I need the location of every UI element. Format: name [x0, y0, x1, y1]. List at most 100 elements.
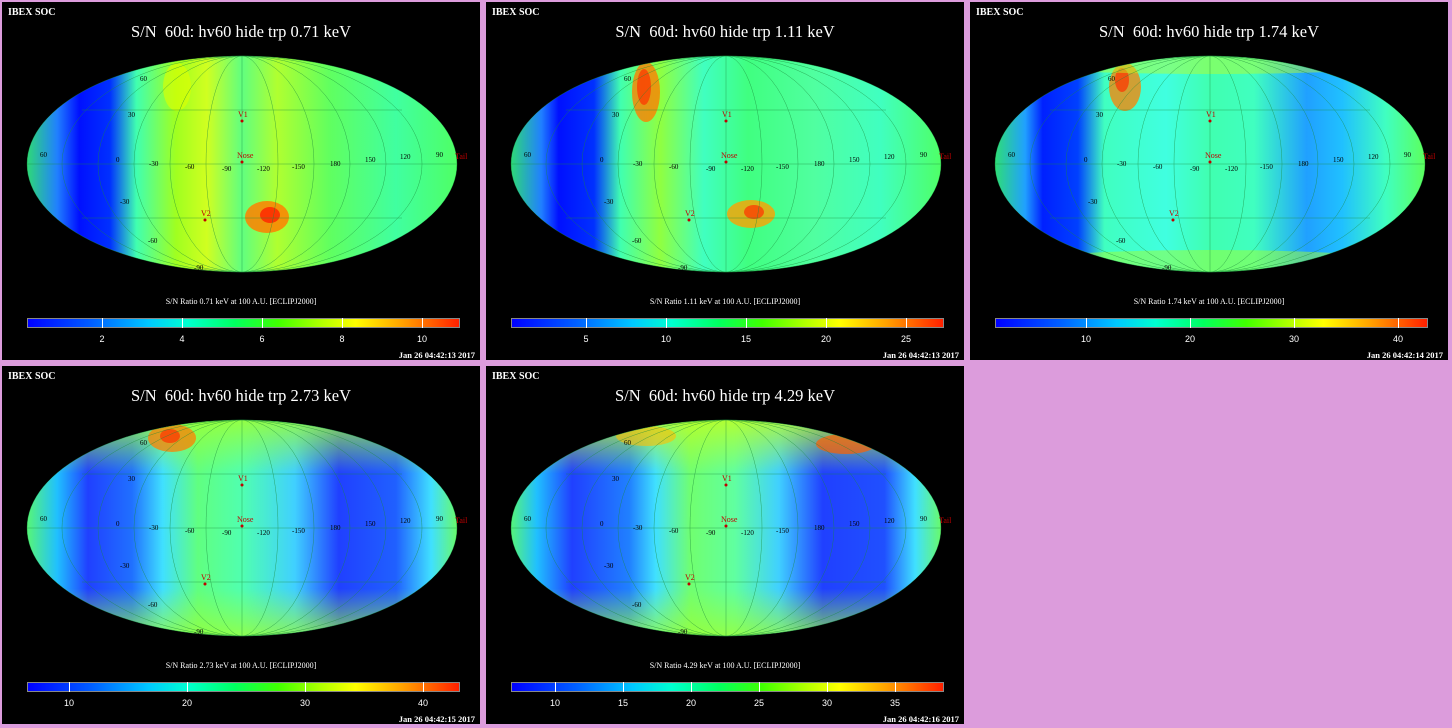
colorbar-tick: 5	[583, 334, 589, 344]
tail-label: Tail	[939, 152, 952, 161]
colorbar-tick: 40	[1392, 334, 1404, 344]
lon-label: -30	[633, 524, 643, 532]
lat-label: -60	[632, 237, 642, 245]
lon-label: -120	[741, 165, 754, 173]
colorbar-tick: 4	[179, 334, 185, 344]
lon-label: 90	[436, 515, 444, 523]
lat-label: -30	[120, 562, 130, 570]
lat-label: -30	[120, 198, 130, 206]
colorbar-tick: 20	[1184, 334, 1196, 344]
v2-label: V2	[1169, 209, 1179, 218]
lat-label: 60	[140, 75, 148, 83]
lon-label: -120	[741, 529, 754, 537]
v2-marker	[203, 582, 207, 586]
lat-label: 60	[140, 439, 148, 447]
map-panel-5: IBEX SOC S/N 60d: hv60 hide trp 4.29 keV	[486, 366, 964, 724]
lat-label: -30	[1088, 198, 1098, 206]
map-panel-2: IBEX SOC S/N 60d: hv60 hide trp 1.11 keV	[486, 2, 964, 360]
lon-label: 120	[884, 153, 895, 161]
lat-label: -60	[1116, 237, 1126, 245]
colorbar-tick: 30	[1288, 334, 1300, 344]
v2-label: V2	[201, 573, 211, 582]
colorbar-label: S/N Ratio 1.11 keV at 100 A.U. [ECLIPJ20…	[649, 297, 801, 306]
lon-label: 150	[849, 520, 860, 528]
nose-label: Nose	[721, 151, 738, 160]
mollweide-map: 60 30 -30 -60 -90 60 0 -30 -60 -90 -120 …	[26, 419, 468, 637]
colorbar-tick: 15	[740, 334, 752, 344]
v2-marker	[203, 218, 207, 222]
colorbar	[511, 318, 944, 328]
nose-marker	[1208, 160, 1212, 164]
lon-label: -30	[633, 160, 643, 168]
lat-label: -60	[148, 237, 158, 245]
lon-label: 120	[400, 517, 411, 525]
lat-label: 30	[128, 111, 136, 119]
map-panel-1: IBEX SOC S/N 60d: hv60 hide trp 0.71 keV	[2, 2, 480, 360]
lon-label: 120	[400, 153, 411, 161]
lon-label: 60	[1008, 151, 1016, 159]
lon-label: -60	[185, 163, 195, 171]
lon-label: -150	[776, 527, 789, 535]
lat-label: -90	[194, 628, 204, 636]
lon-label: 150	[1333, 156, 1344, 164]
lat-label: 60	[624, 75, 632, 83]
tail-label: Tail	[1423, 152, 1436, 161]
panel-title: S/N 60d: hv60 hide trp 1.11 keV	[615, 22, 835, 41]
lon-label: 60	[40, 515, 48, 523]
lon-label: -90	[1190, 165, 1200, 173]
v1-label: V1	[238, 474, 248, 483]
colorbar-label: S/N Ratio 2.73 keV at 100 A.U. [ECLIPJ20…	[165, 661, 317, 670]
lat-label: 30	[612, 475, 620, 483]
colorbar-tick: 10	[416, 334, 428, 344]
v2-marker	[1171, 218, 1175, 222]
v2-marker	[687, 218, 691, 222]
corner-label: IBEX SOC	[976, 7, 1024, 18]
v1-marker	[1208, 119, 1212, 123]
lon-label: -150	[292, 163, 305, 171]
lon-label: -120	[257, 529, 270, 537]
colorbar	[995, 318, 1428, 328]
v2-label: V2	[685, 209, 695, 218]
lon-label: 150	[365, 520, 376, 528]
colorbar-tick: 25	[900, 334, 912, 344]
v2-label: V2	[685, 573, 695, 582]
v1-label: V1	[1206, 110, 1216, 119]
lon-label: -120	[1225, 165, 1238, 173]
lon-label: -150	[292, 527, 305, 535]
panel-title: S/N 60d: hv60 hide trp 4.29 keV	[615, 386, 835, 405]
lon-label: 180	[330, 160, 341, 168]
colorbar	[27, 682, 460, 692]
lon-label: -30	[149, 160, 159, 168]
lat-label: 30	[1096, 111, 1104, 119]
lon-label: -30	[1117, 160, 1127, 168]
colorbar	[27, 318, 460, 328]
lat-label: -30	[604, 562, 614, 570]
lon-label: 120	[884, 517, 895, 525]
mollweide-map: 60 30 -30 -60 -90 60 0 -30 -60 -90 -120 …	[510, 55, 952, 273]
map-panel-3: IBEX SOC S/N 60d: hv60 hide trp 1.74 keV	[970, 2, 1448, 360]
nose-marker	[724, 524, 728, 528]
colorbar-tick: 15	[617, 698, 629, 708]
timestamp: Jan 26 04:42:15 2017	[398, 714, 475, 724]
panel-title: S/N 60d: hv60 hide trp 0.71 keV	[131, 22, 351, 41]
map-panel-4: IBEX SOC S/N 60d: hv60 hide trp 2.73 keV	[2, 366, 480, 724]
colorbar-tick: 10	[549, 698, 561, 708]
colorbar-tick: 8	[339, 334, 345, 344]
lon-label: -60	[185, 527, 195, 535]
nose-label: Nose	[237, 151, 254, 160]
lon-label: -90	[222, 165, 232, 173]
corner-label: IBEX SOC	[8, 7, 56, 18]
lon-label: -60	[669, 527, 679, 535]
colorbar-tick: 10	[63, 698, 75, 708]
v1-marker	[724, 119, 728, 123]
lat-label: -30	[604, 198, 614, 206]
lon-label: -60	[1153, 163, 1163, 171]
lon-label: 60	[524, 151, 532, 159]
lon-label: 0	[600, 156, 604, 164]
lon-label: 180	[1298, 160, 1309, 168]
lon-label: 60	[40, 151, 48, 159]
colorbar-tick: 10	[660, 334, 672, 344]
colorbar-tick: 6	[259, 334, 265, 344]
colorbar-tick: 40	[417, 698, 429, 708]
tail-label: Tail	[939, 516, 952, 525]
